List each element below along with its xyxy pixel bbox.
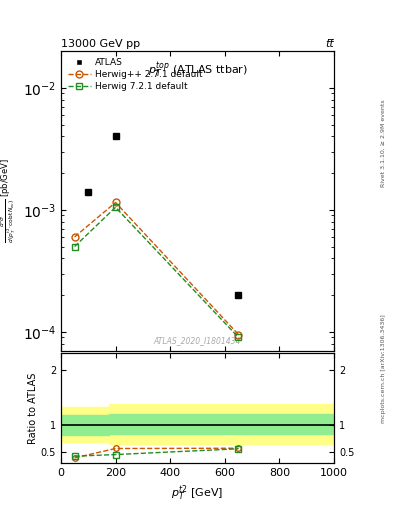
- Text: Rivet 3.1.10, ≥ 2.9M events: Rivet 3.1.10, ≥ 2.9M events: [381, 99, 386, 187]
- Text: mcplots.cern.ch [arXiv:1306.3436]: mcplots.cern.ch [arXiv:1306.3436]: [381, 314, 386, 423]
- Y-axis label: $\frac{d^2\sigma}{d\,(p_T^{t2}\!\cdot\!\mathrm{cobt}\,N_{\!ev})}$ [pb/GeV]: $\frac{d^2\sigma}{d\,(p_T^{t2}\!\cdot\!\…: [0, 159, 18, 243]
- Text: 13000 GeV pp: 13000 GeV pp: [61, 38, 140, 49]
- Y-axis label: Ratio to ATLAS: Ratio to ATLAS: [28, 373, 38, 444]
- Text: $p_T^{top}$ (ATLAS ttbar): $p_T^{top}$ (ATLAS ttbar): [147, 60, 248, 80]
- X-axis label: $p_T^{t2}$ [GeV]: $p_T^{t2}$ [GeV]: [171, 484, 224, 503]
- Legend: ATLAS, Herwig++ 2.7.1 default, Herwig 7.2.1 default: ATLAS, Herwig++ 2.7.1 default, Herwig 7.…: [65, 56, 206, 94]
- Text: ATLAS_2020_I1801434: ATLAS_2020_I1801434: [154, 336, 241, 345]
- Text: tt̅: tt̅: [325, 38, 334, 49]
